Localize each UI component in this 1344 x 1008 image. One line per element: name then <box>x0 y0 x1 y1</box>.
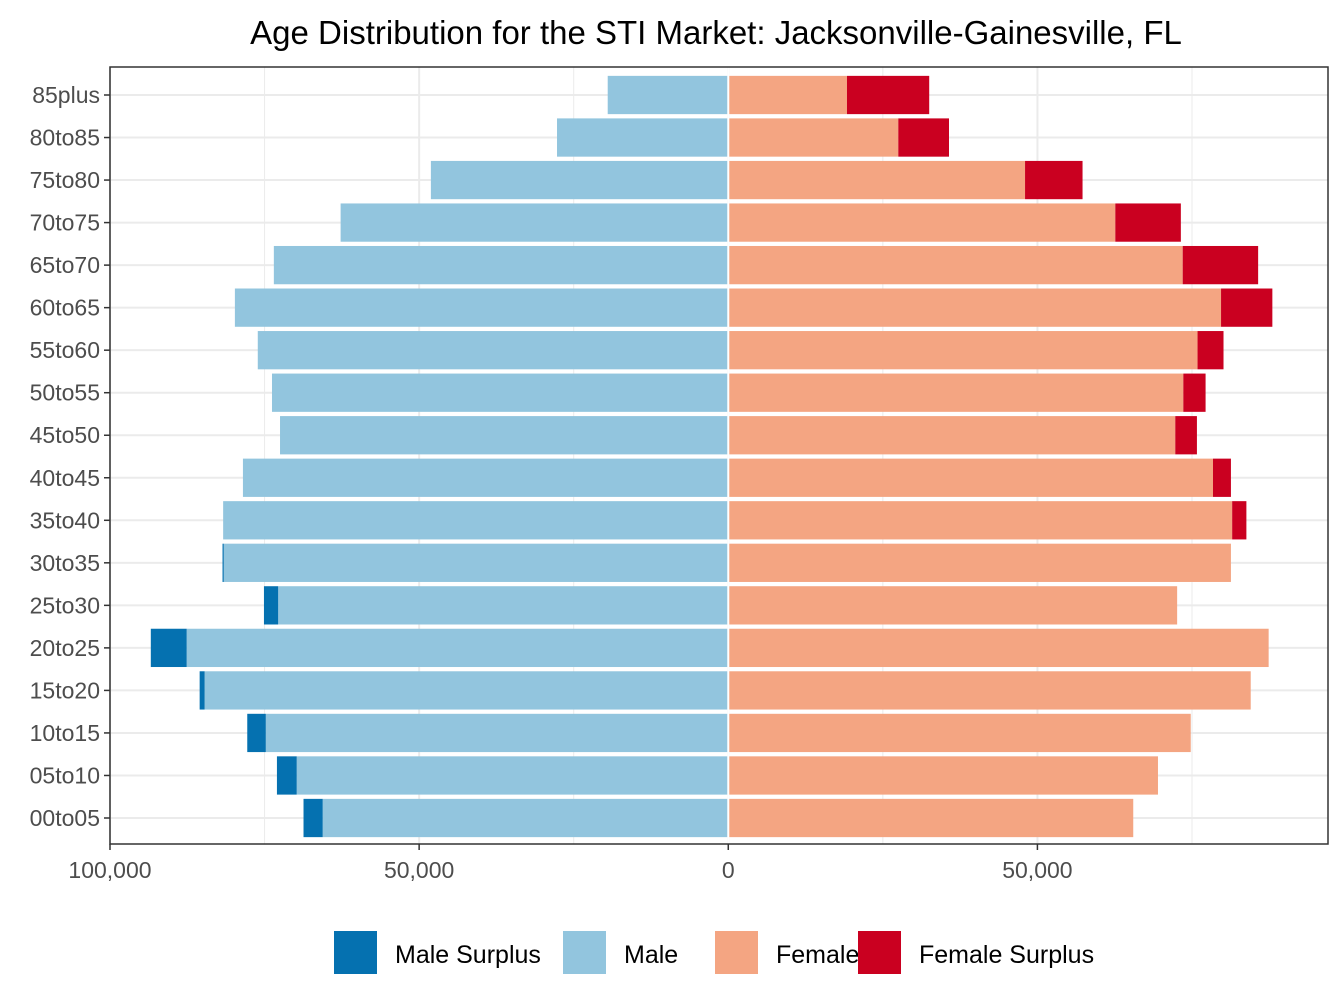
bar-male <box>257 331 729 370</box>
chart-title: Age Distribution for the STI Market: Jac… <box>250 14 1182 51</box>
y-tick-label: 05to10 <box>30 762 100 788</box>
bar-male <box>557 118 729 157</box>
bar-female-surplus <box>1213 458 1231 497</box>
bar-male-surplus <box>150 628 187 668</box>
bar-male <box>607 75 729 115</box>
legend-key <box>858 931 901 974</box>
bar-female <box>728 458 1214 497</box>
bar-male-surplus <box>263 586 279 625</box>
bar-male <box>204 671 729 710</box>
bar-male-surplus <box>247 713 266 753</box>
legend-key <box>715 931 758 974</box>
y-tick-label: 30to35 <box>30 550 100 576</box>
bar-female <box>728 501 1233 540</box>
y-tick-label: 50to55 <box>30 380 100 406</box>
bar-male <box>340 203 729 242</box>
y-tick-label: 25to30 <box>30 592 100 618</box>
bar-male <box>430 160 729 200</box>
bar-female <box>728 288 1222 327</box>
bar-female <box>728 713 1191 753</box>
bar-male <box>223 501 729 540</box>
plot-panel-border <box>109 66 1329 845</box>
bar-female <box>728 118 899 157</box>
legend-key <box>334 931 377 974</box>
bar-male-surplus <box>222 543 224 582</box>
y-tick-label: 35to40 <box>30 507 100 533</box>
bar-male <box>278 586 729 625</box>
legend: Male Surplus Male Female Female Surplus <box>334 931 1094 974</box>
bar-female <box>728 160 1026 200</box>
bar-female <box>728 75 847 115</box>
bar-female-surplus <box>898 118 949 157</box>
bar-male <box>234 288 729 327</box>
bar-male <box>186 628 729 668</box>
y-tick-label: 85plus <box>32 82 100 108</box>
y-tick-label: 15to20 <box>30 677 100 703</box>
bar-male <box>322 798 729 838</box>
bar-female-surplus <box>1115 203 1181 242</box>
bar-male <box>265 713 729 753</box>
bar-female <box>728 203 1116 242</box>
y-tick-label: 40to45 <box>30 465 100 491</box>
bar-male-surplus <box>199 671 205 710</box>
bar-female-surplus <box>846 75 930 115</box>
y-tick-label: 45to50 <box>30 422 100 448</box>
bar-male <box>242 458 729 497</box>
bar-female-surplus <box>1183 373 1206 412</box>
x-tick-label: 100,000 <box>68 857 151 883</box>
bar-female <box>728 671 1251 710</box>
bar-male <box>296 756 729 795</box>
bar-male <box>280 416 729 455</box>
y-tick-label: 10to15 <box>30 720 100 746</box>
y-tick-label: 20to25 <box>30 635 100 661</box>
bar-female-surplus <box>1221 288 1273 327</box>
bar-male-surplus <box>276 756 297 795</box>
y-tick-label: 60to65 <box>30 295 100 321</box>
bar-female <box>728 245 1183 285</box>
bar-female <box>728 416 1176 455</box>
legend-key <box>563 931 606 974</box>
bar-female <box>728 798 1134 838</box>
bar-female-surplus <box>1232 501 1247 540</box>
bar-male <box>271 373 729 412</box>
bars <box>150 67 1273 844</box>
bar-female <box>728 628 1269 668</box>
bar-female-surplus <box>1182 245 1259 285</box>
bar-male-surplus <box>303 798 323 838</box>
legend-label: Female <box>776 941 859 969</box>
y-tick-label: 80to85 <box>30 125 100 151</box>
bar-female <box>728 586 1178 625</box>
y-tick-label: 65to70 <box>30 252 100 278</box>
bar-female-surplus <box>1197 331 1224 370</box>
bar-female-surplus <box>1175 416 1197 455</box>
x-tick-label: 0 <box>722 857 735 883</box>
bar-female <box>728 756 1158 795</box>
legend-label: Male <box>624 941 678 969</box>
y-tick-label: 70to75 <box>30 210 100 236</box>
legend-label: Female Surplus <box>919 941 1094 969</box>
bar-female <box>728 373 1184 412</box>
x-tick-label: 50,000 <box>384 857 454 883</box>
y-tick-label: 55to60 <box>30 337 100 363</box>
bar-female-surplus <box>1025 160 1083 200</box>
legend-label: Male Surplus <box>395 941 541 969</box>
x-tick-label: 50,000 <box>1002 857 1072 883</box>
axes: 85plus 80to85 75to80 70to75 65to70 60to65 55to… <box>30 82 1073 883</box>
bar-female <box>728 331 1198 370</box>
bar-male <box>223 543 729 582</box>
bar-male <box>273 245 729 285</box>
bar-female <box>728 543 1231 582</box>
y-tick-label: 75to80 <box>30 167 100 193</box>
y-tick-label: 00to05 <box>30 805 100 831</box>
